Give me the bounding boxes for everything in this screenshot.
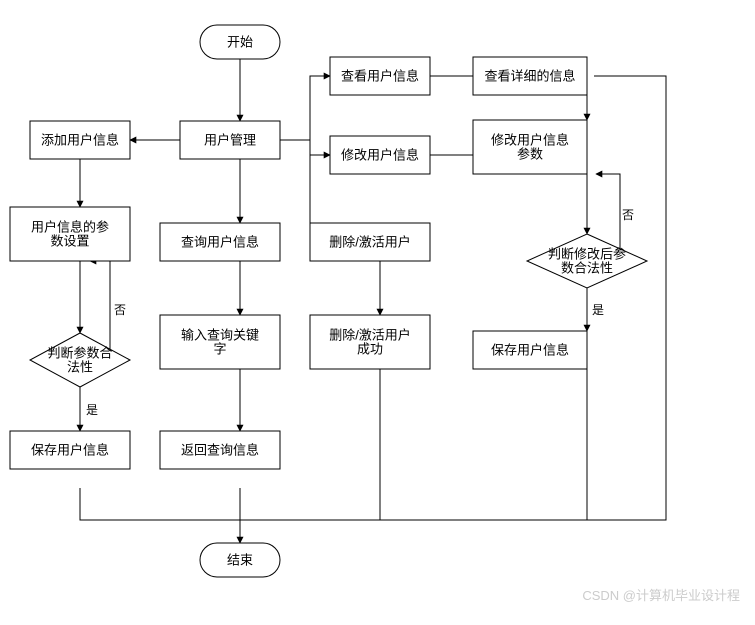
svg-text:开始: 开始	[227, 35, 253, 50]
edge-label-11: 否	[622, 208, 634, 222]
svg-text:参数: 参数	[517, 147, 543, 162]
edge-label-15: 否	[114, 303, 126, 317]
svg-text:保存用户信息: 保存用户信息	[31, 443, 109, 458]
svg-text:查看用户信息: 查看用户信息	[341, 69, 419, 84]
edge-3	[280, 140, 330, 155]
svg-text:数合法性: 数合法性	[561, 261, 613, 276]
svg-text:删除/激活用户: 删除/激活用户	[329, 235, 411, 250]
nodes-layer: 开始添加用户信息用户管理查看用户信息查看详细的信息修改用户信息修改用户信息参数用…	[10, 25, 647, 577]
node-param_set: 用户信息的参数设置	[10, 207, 130, 261]
node-return_query: 返回查询信息	[160, 431, 280, 469]
svg-text:法性: 法性	[67, 360, 93, 375]
node-check_param: 判断参数合法性	[30, 333, 130, 387]
svg-text:输入查询关键: 输入查询关键	[181, 328, 259, 343]
edge-label-16: 是	[86, 403, 98, 417]
flowchart: 否否是是 开始添加用户信息用户管理查看用户信息查看详细的信息修改用户信息修改用户…	[0, 0, 755, 625]
node-add_user: 添加用户信息	[30, 121, 130, 159]
node-user_mgmt: 用户管理	[180, 121, 280, 159]
svg-text:查看详细的信息: 查看详细的信息	[484, 69, 575, 84]
svg-text:用户信息的参: 用户信息的参	[31, 220, 109, 235]
svg-text:结束: 结束	[227, 553, 253, 568]
svg-text:删除/激活用户: 删除/激活用户	[329, 328, 411, 343]
node-query_user: 查询用户信息	[160, 223, 280, 261]
svg-text:修改用户信息: 修改用户信息	[341, 148, 419, 163]
edge-22	[240, 369, 587, 520]
node-del_act: 删除/激活用户	[310, 223, 430, 261]
svg-text:判断参数合: 判断参数合	[47, 346, 112, 361]
node-save_user1: 保存用户信息	[10, 431, 130, 469]
svg-text:返回查询信息: 返回查询信息	[181, 443, 259, 458]
node-mod_params: 修改用户信息参数	[473, 120, 587, 174]
node-mod_user: 修改用户信息	[330, 136, 430, 174]
node-end: 结束	[200, 543, 280, 577]
edge-19	[80, 488, 240, 520]
svg-text:用户管理: 用户管理	[204, 133, 256, 148]
svg-text:修改用户信息: 修改用户信息	[491, 133, 569, 148]
node-del_act_ok: 删除/激活用户成功	[310, 315, 430, 369]
svg-text:字: 字	[213, 342, 226, 357]
node-start: 开始	[200, 25, 280, 59]
node-check_mod: 判断修改后参数合法性	[527, 234, 647, 288]
node-view_detail: 查看详细的信息	[473, 57, 587, 95]
svg-text:成功: 成功	[357, 342, 383, 357]
svg-text:保存用户信息: 保存用户信息	[491, 343, 569, 358]
svg-text:添加用户信息: 添加用户信息	[41, 133, 119, 148]
edge-23	[240, 76, 666, 520]
edge-2	[280, 76, 330, 140]
watermark: CSDN @计算机毕业设计程	[582, 588, 740, 603]
svg-text:数设置: 数设置	[50, 234, 89, 249]
svg-text:查询用户信息: 查询用户信息	[181, 235, 259, 250]
edge-label-17: 是	[592, 303, 604, 317]
svg-text:判断修改后参: 判断修改后参	[548, 247, 626, 262]
node-view_user: 查看用户信息	[330, 57, 430, 95]
node-save_user2: 保存用户信息	[473, 331, 587, 369]
node-input_key: 输入查询关键字	[160, 315, 280, 369]
